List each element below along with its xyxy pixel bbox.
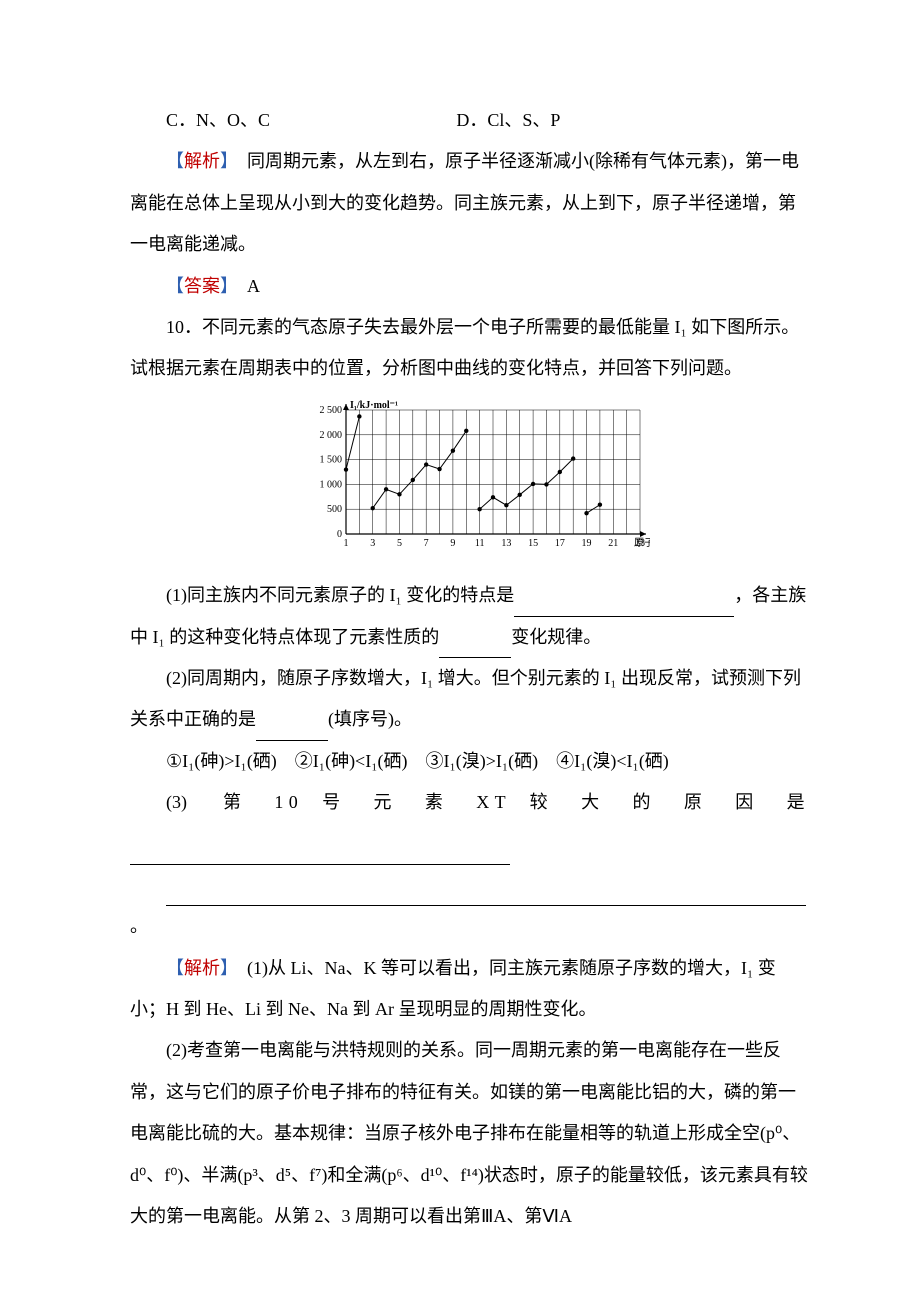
svg-text:11: 11 xyxy=(475,538,485,549)
svg-text:5: 5 xyxy=(397,538,402,549)
svg-text:2 500: 2 500 xyxy=(320,405,343,416)
ionization-chart: 05001 0001 5002 0002 5001357911131517192… xyxy=(130,396,810,571)
svg-text:500: 500 xyxy=(327,504,342,515)
blank-1 xyxy=(514,594,734,617)
q10-2: (2)同周期内，随原子序数增大，I₁ 增大。但个别元素的 I₁ 出现反常，试预测… xyxy=(130,658,810,741)
bracket-close: 】 xyxy=(220,151,229,171)
svg-text:19: 19 xyxy=(582,538,592,549)
analysis-2-p2: (2)考查第一电离能与洪特规则的关系。同一周期元素的第一电离能存在一些反常，这与… xyxy=(130,1030,810,1237)
q10-3-blankline2: 。 xyxy=(130,865,810,948)
svg-text:0: 0 xyxy=(337,529,342,540)
blank-3 xyxy=(256,718,328,741)
svg-text:13: 13 xyxy=(501,538,511,549)
svg-text:1 500: 1 500 xyxy=(320,454,343,465)
q10-3-blankline1 xyxy=(130,823,810,864)
analysis-1-text: 同周期元素，从左到右，原子半径逐渐减小(除稀有气体元素)，第一电离能在总体上呈现… xyxy=(130,151,799,254)
svg-text:21: 21 xyxy=(608,538,618,549)
chart-svg: 05001 0001 5002 0002 5001357911131517192… xyxy=(290,396,650,556)
option-d: D．Cl、S、P xyxy=(456,100,810,141)
q10-2-opts: ①I₁(砷)>I₁(硒) ②I₁(砷)<I₁(硒) ③I₁(溴)>I₁(硒) ④… xyxy=(130,741,810,782)
analysis-2-p1: 【解析】 (1)从 Li、Na、K 等可以看出，同主族元素随原子序数的增大，I₁… xyxy=(130,948,810,1031)
bracket-close: 】 xyxy=(220,276,229,296)
answer-1-text: A xyxy=(229,276,260,296)
q10-intro: 10．不同元素的气态原子失去最外层一个电子所需要的最低能量 I₁ 如下图所示。试… xyxy=(130,307,810,390)
q10-3prefix: (3) xyxy=(130,782,187,823)
svg-text:1 000: 1 000 xyxy=(320,479,343,490)
answer-1: 【答案】 A xyxy=(130,266,810,307)
option-c: C．N、O、C xyxy=(130,100,456,141)
svg-text:9: 9 xyxy=(450,538,455,549)
bracket-open: 【 xyxy=(166,151,184,171)
blank-4 xyxy=(130,842,510,865)
bracket-close: 】 xyxy=(220,958,229,978)
svg-text:17: 17 xyxy=(555,538,565,549)
svg-text:7: 7 xyxy=(424,538,429,549)
q10-3text: 第 10 号 元 素 XT 较 大 的 原 因 是 xyxy=(187,782,810,823)
analysis-1: 【解析】 同周期元素，从左到右，原子半径逐渐减小(除稀有气体元素)，第一电离能在… xyxy=(130,141,810,265)
q10-1c: 变化规律。 xyxy=(511,627,601,647)
svg-text:I₁/kJ·mol⁻¹: I₁/kJ·mol⁻¹ xyxy=(350,400,398,411)
answer-label: 答案 xyxy=(184,276,220,296)
svg-text:2 000: 2 000 xyxy=(320,430,343,441)
q10-2b: (填序号)。 xyxy=(328,709,412,729)
blank-2 xyxy=(439,635,511,658)
q10-1: (1)同主族内不同元素原子的 I₁ 变化的特点是，各主族中 I₁ 的这种变化特点… xyxy=(130,575,810,658)
option-row: C．N、O、C D．Cl、S、P xyxy=(130,100,810,141)
svg-text:1: 1 xyxy=(344,538,349,549)
bracket-open: 【 xyxy=(166,276,184,296)
q10-1a: (1)同主族内不同元素原子的 I₁ 变化的特点是 xyxy=(166,585,514,605)
analysis-label: 解析 xyxy=(184,151,220,171)
svg-text:原子序数: 原子序数 xyxy=(634,536,650,549)
bracket-open: 【 xyxy=(166,958,184,978)
q10-3: (3) 第 10 号 元 素 XT 较 大 的 原 因 是 xyxy=(130,782,810,823)
analysis-label: 解析 xyxy=(184,958,220,978)
svg-text:15: 15 xyxy=(528,538,538,549)
svg-text:3: 3 xyxy=(370,538,375,549)
blank-5 xyxy=(166,884,806,907)
q10-2a: (2)同周期内，随原子序数增大，I₁ 增大。但个别元素的 I₁ 出现反常，试预测… xyxy=(130,668,801,729)
